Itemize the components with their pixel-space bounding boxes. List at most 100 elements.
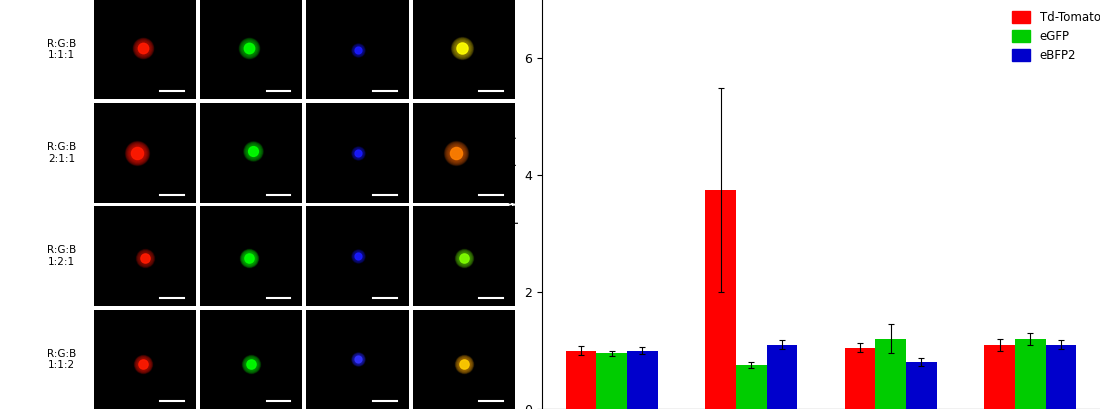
Point (453, 45, 471, 51)
Point (241, 45, 258, 51)
Point (134, 45, 152, 51)
Point (244, 148, 262, 154)
Bar (736, 365, 767, 409)
Point (349, 46, 366, 53)
Point (134, 45, 152, 51)
Point (455, 255, 473, 261)
Point (134, 361, 152, 368)
Point (453, 45, 471, 51)
Point (241, 45, 258, 51)
Point (349, 356, 366, 363)
Bar (565, 351, 596, 409)
Point (455, 255, 473, 261)
Point (241, 255, 258, 261)
Point (349, 253, 366, 259)
Point (242, 361, 260, 368)
Point (349, 150, 366, 156)
Point (349, 46, 366, 53)
Point (136, 255, 154, 261)
Point (349, 253, 366, 259)
Point (453, 45, 471, 51)
Point (134, 45, 152, 51)
Point (134, 361, 152, 368)
Point (349, 356, 366, 363)
Point (349, 356, 366, 363)
Point (455, 361, 473, 368)
Point (242, 361, 260, 368)
Point (134, 361, 152, 368)
Point (134, 45, 152, 51)
Point (447, 150, 464, 156)
Point (453, 45, 471, 51)
Point (455, 255, 473, 261)
Point (134, 361, 152, 368)
Point (349, 150, 366, 156)
Point (349, 356, 366, 363)
Point (244, 148, 262, 154)
Bar (845, 348, 876, 409)
Point (447, 150, 464, 156)
Point (244, 148, 262, 154)
Point (349, 46, 366, 53)
Point (455, 361, 473, 368)
Point (241, 255, 258, 261)
Point (136, 255, 154, 261)
Point (241, 255, 258, 261)
Bar (1015, 339, 1046, 409)
Point (242, 361, 260, 368)
Point (136, 255, 154, 261)
Bar (876, 339, 906, 409)
Point (134, 361, 152, 368)
Point (447, 150, 464, 156)
Point (134, 45, 152, 51)
Bar (906, 362, 937, 409)
Point (349, 46, 366, 53)
Point (134, 45, 152, 51)
Point (349, 356, 366, 363)
Point (349, 150, 366, 156)
Point (455, 361, 473, 368)
Point (128, 150, 145, 156)
Point (241, 45, 258, 51)
Point (455, 255, 473, 261)
Point (134, 45, 152, 51)
Point (455, 361, 473, 368)
Point (455, 361, 473, 368)
Point (349, 253, 366, 259)
Point (241, 255, 258, 261)
Point (136, 255, 154, 261)
Point (134, 45, 152, 51)
Bar (1046, 345, 1076, 409)
Point (241, 255, 258, 261)
Point (128, 150, 145, 156)
Point (349, 150, 366, 156)
Point (128, 150, 145, 156)
Point (349, 46, 366, 53)
Point (447, 150, 464, 156)
Point (128, 150, 145, 156)
Point (128, 150, 145, 156)
Point (242, 361, 260, 368)
Point (349, 150, 366, 156)
Point (241, 45, 258, 51)
Point (242, 361, 260, 368)
Point (453, 45, 471, 51)
Point (349, 253, 366, 259)
Point (349, 253, 366, 259)
Point (349, 253, 366, 259)
Point (241, 45, 258, 51)
Point (349, 356, 366, 363)
Point (244, 148, 262, 154)
Point (349, 356, 366, 363)
Point (241, 45, 258, 51)
Point (242, 361, 260, 368)
Point (349, 253, 366, 259)
Point (349, 253, 366, 259)
Point (349, 253, 366, 259)
Point (128, 150, 145, 156)
Point (349, 46, 366, 53)
Point (455, 255, 473, 261)
Point (447, 150, 464, 156)
Point (455, 255, 473, 261)
Point (242, 361, 260, 368)
